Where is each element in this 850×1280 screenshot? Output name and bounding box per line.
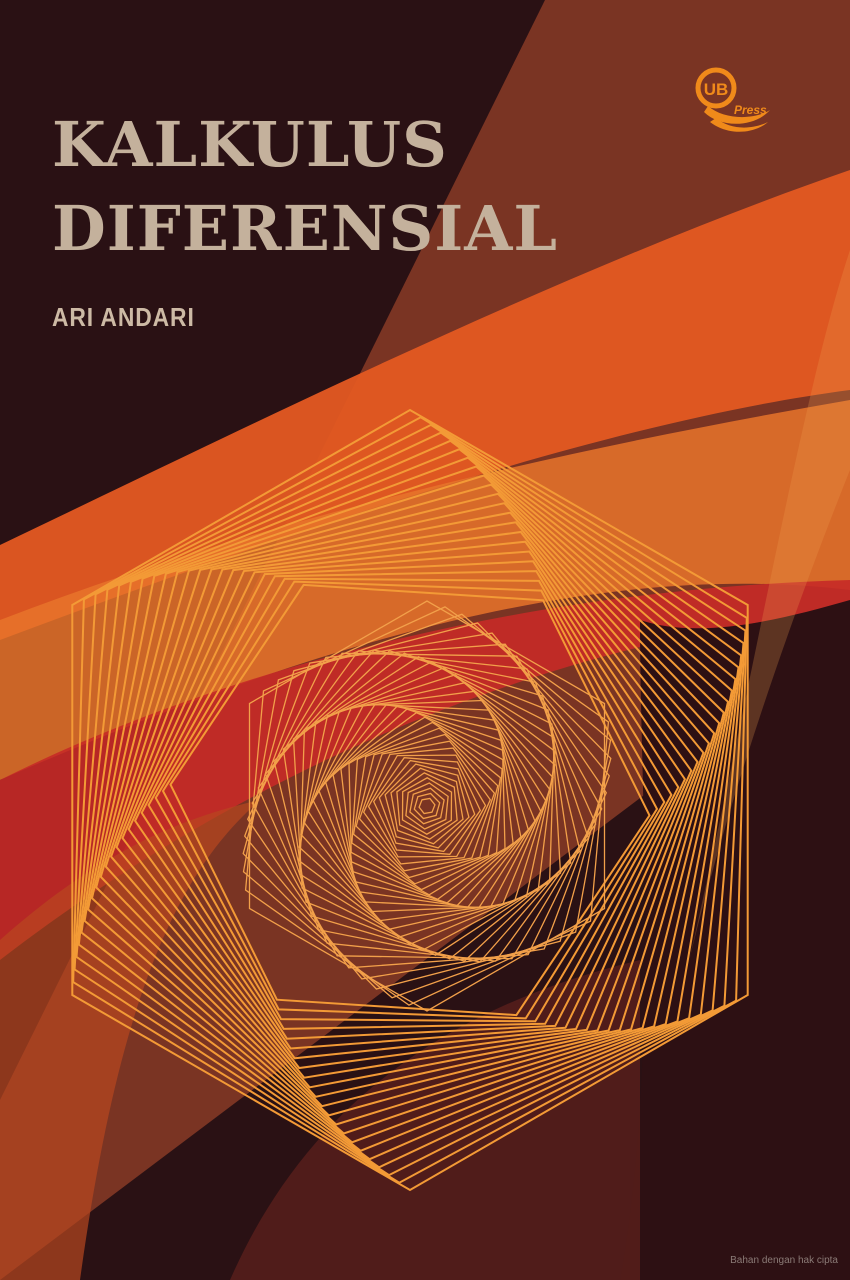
spiral-inner-hexagon	[355, 733, 499, 879]
spiral-inner-hexagon	[362, 747, 492, 865]
spiral-outer-hexagon	[90, 474, 730, 1126]
spiral-inner-hexagon	[358, 740, 496, 872]
spiral-inner-hexagon	[298, 673, 556, 939]
spiral-inner-hexagon	[418, 797, 436, 815]
spiral-inner-hexagon	[324, 705, 530, 907]
spiral-inner-hexagon	[384, 763, 470, 849]
logo-swoosh-2	[710, 118, 768, 132]
logo-swoosh-1	[704, 106, 770, 124]
highlight-streak	[680, 250, 850, 1000]
spiral-inner-hexagon	[352, 727, 502, 885]
spiral-outer-hexagon	[154, 577, 666, 1023]
spiral-outer-hexagon	[115, 521, 705, 1079]
spiral-outer-hexagon	[72, 416, 748, 1184]
spiral-inner-hexagon	[242, 622, 612, 990]
spiral-inner-hexagon	[378, 759, 476, 853]
logo-word: Press	[734, 103, 767, 117]
spiral-outer-hexagon	[83, 456, 737, 1144]
copyright-watermark: Bahan dengan hak cipta	[730, 1255, 838, 1266]
spiral-inner-hexagon	[340, 711, 514, 901]
spiral-inner-hexagon	[257, 650, 597, 962]
logo-mark: UB	[704, 80, 729, 99]
spiral-inner-hexagon	[298, 666, 556, 946]
spiral-outer-hexagon	[169, 583, 651, 1017]
spiral-inner-hexagon	[396, 772, 458, 840]
spiral-inner-hexagon	[292, 656, 562, 956]
spiral-inner-hexagon	[372, 757, 482, 855]
spiral-outer-hexagon	[75, 431, 745, 1169]
spiral-inner-hexagon	[264, 649, 590, 963]
ub-press-logo-icon: UB Press	[690, 62, 774, 142]
hexagon-spiral-inner	[242, 600, 612, 1012]
spiral-inner-hexagon	[318, 704, 536, 908]
orange-wave-middle	[0, 400, 850, 780]
spiral-inner-hexagon	[405, 782, 449, 830]
spiral-inner-hexagon	[401, 777, 453, 835]
spiral-outer-hexagon	[95, 483, 725, 1117]
spiral-inner-hexagon	[348, 716, 506, 896]
spiral-outer-hexagon	[87, 465, 733, 1135]
spiral-outer-hexagon	[80, 448, 740, 1152]
spiral-outer-hexagon	[121, 530, 699, 1070]
orange-wave-top	[0, 170, 850, 640]
spiral-inner-hexagon	[300, 681, 554, 931]
spiral-outer-hexagon	[73, 423, 747, 1177]
spiral-outer-hexagon	[99, 492, 721, 1108]
spiral-outer-hexagon	[140, 560, 680, 1040]
spiral-inner-hexagon	[390, 767, 464, 845]
spiral-inner-hexagon	[367, 754, 487, 858]
spiral-inner-hexagon	[246, 643, 608, 969]
spiral-inner-hexagon	[332, 708, 522, 904]
spiral-inner-hexagon	[251, 652, 603, 960]
spiral-inner-hexagon	[409, 787, 445, 825]
orange-arc-left	[0, 800, 260, 1280]
spiral-inner-hexagon	[248, 600, 606, 1012]
spiral-inner-hexagon	[303, 690, 551, 922]
spiral-inner-hexagon	[243, 632, 611, 980]
spiral-outer-hexagon	[71, 408, 749, 1192]
spiral-inner-hexagon	[413, 792, 441, 820]
spiral-inner-hexagon	[299, 660, 555, 952]
spiral-inner-hexagon	[307, 699, 547, 913]
spiral-outer-hexagon	[77, 439, 743, 1161]
hexagon-spiral-outer	[71, 408, 749, 1192]
spiral-outer-hexagon	[127, 540, 693, 1060]
spiral-outer-hexagon	[109, 511, 711, 1089]
spiral-inner-hexagon	[351, 721, 503, 891]
book-title-line-1: KALKULUS	[52, 108, 448, 181]
book-title-line-2: DIFERENSIAL	[52, 192, 558, 265]
book-author: ARI ANDARI	[52, 302, 195, 332]
spiral-inner-hexagon	[244, 606, 610, 1006]
spiral-outer-hexagon	[104, 502, 716, 1098]
spiral-inner-hexagon	[242, 613, 612, 999]
spiral-inner-hexagon	[312, 703, 542, 909]
spiral-inner-hexagon	[282, 652, 572, 960]
red-wave	[0, 580, 850, 960]
spiral-outer-hexagon	[133, 550, 687, 1050]
logo-ring	[695, 67, 737, 109]
spiral-outer-hexagon	[161, 580, 659, 1020]
spiral-inner-hexagon	[273, 650, 581, 962]
spiral-outer-hexagon	[147, 570, 673, 1030]
